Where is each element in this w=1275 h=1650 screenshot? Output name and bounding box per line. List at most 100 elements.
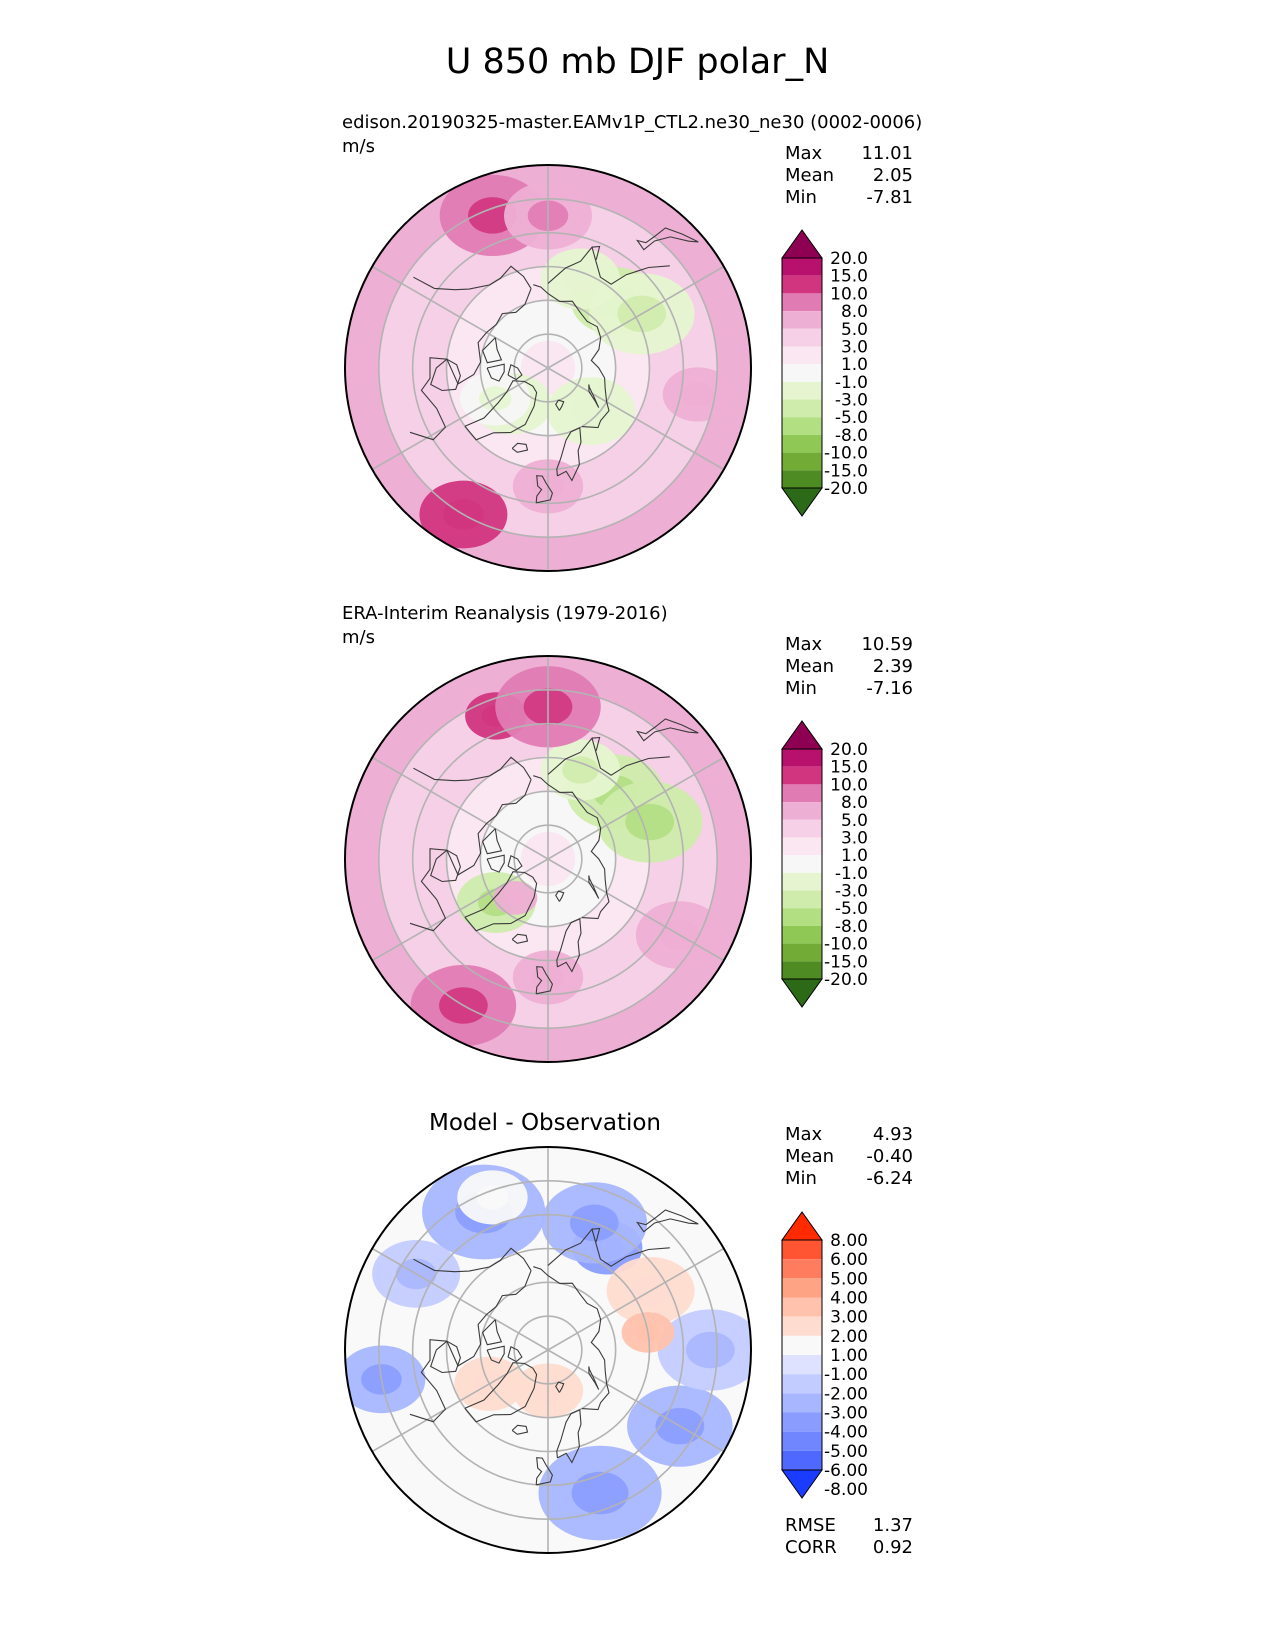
meridian-gridline <box>547 841 578 860</box>
colorbar-extend-top <box>781 1211 823 1241</box>
colorbar-tick-label: 8.0 <box>841 302 868 322</box>
colorbar-tick-label: -1.0 <box>835 373 868 393</box>
colorbar-segment <box>782 258 822 276</box>
colorbar-segment <box>782 1240 822 1260</box>
meridian-gridline <box>576 875 725 962</box>
field-blob-core <box>505 890 526 906</box>
colorbar-segment <box>782 381 822 400</box>
colorbar-tick-label: -1.00 <box>824 1365 868 1385</box>
colorbar-tick-label: 8.00 <box>830 1231 868 1251</box>
colorbar-segment <box>782 890 822 909</box>
panel-2-stats: Max 10.59 Mean 2.39 Min -7.16 <box>785 634 913 700</box>
stat-label: Max <box>785 143 823 164</box>
figure-title: U 850 mb DJF polar_N <box>445 42 830 82</box>
colorbar-segment <box>782 364 822 382</box>
coastline <box>635 1209 699 1233</box>
colorbar-tick-label: -8.0 <box>835 426 868 446</box>
colorbar-tick-label: 15.0 <box>830 267 868 287</box>
coastline <box>409 1270 532 1423</box>
meridian-gridline <box>576 756 725 843</box>
coastline <box>533 1266 610 1411</box>
meridian-gridline <box>547 367 578 386</box>
colorbar-tick-label: -20.0 <box>824 479 868 499</box>
colorbar-segment <box>782 311 822 329</box>
coastline <box>464 871 538 932</box>
colorbar-tick-label: -3.00 <box>824 1404 868 1424</box>
coastline <box>481 828 503 855</box>
colorbar-segment <box>782 1355 822 1375</box>
coastline <box>413 1247 532 1273</box>
coastline <box>535 1457 554 1486</box>
colorbar-tick-label: 10.0 <box>830 284 868 304</box>
stat-value: 4.93 <box>872 1124 913 1145</box>
colorbar-segment <box>782 819 822 838</box>
metric-value: 0.92 <box>872 1537 913 1558</box>
colorbar-tick-label: 4.00 <box>830 1289 868 1309</box>
colorbar-tick-label: -10.0 <box>824 935 868 955</box>
panel-3-metrics: RMSE 1.37 CORR 0.92 <box>785 1515 913 1559</box>
metric-label: CORR <box>785 1537 837 1558</box>
field-blob-core <box>625 803 675 841</box>
colorbar-segment <box>782 399 822 418</box>
map-boundary <box>344 1146 752 1554</box>
coastline <box>547 737 670 776</box>
stat-value: -6.24 <box>866 1168 913 1189</box>
field-blob-core <box>686 1331 735 1369</box>
colorbar-tick-label: 3.00 <box>830 1308 868 1328</box>
colorbar-segment <box>782 328 822 347</box>
colorbar-tick-label: -15.0 <box>824 461 868 481</box>
stat-value: 2.39 <box>872 656 913 677</box>
colorbar-segment <box>782 1297 822 1317</box>
coastline <box>464 1362 538 1423</box>
stat-label: Max <box>785 1124 823 1145</box>
colorbar-segment <box>782 1259 822 1279</box>
field-blob-core <box>468 197 517 234</box>
colorbar-tick-label: -8.0 <box>835 917 868 937</box>
panel-1-units: m/s <box>342 136 375 157</box>
coastline <box>507 364 523 381</box>
colorbar-segment <box>782 1450 822 1470</box>
colorbar-tick-label: 5.0 <box>841 320 868 340</box>
coastline <box>430 1340 461 1374</box>
colorbar-tick-label: -5.0 <box>835 899 868 919</box>
coastline <box>535 966 554 995</box>
stat-value: -7.81 <box>866 187 913 208</box>
coastline <box>413 265 532 291</box>
colorbar-segment <box>782 1412 822 1432</box>
meridian-gridline <box>371 756 520 843</box>
meridian-gridline <box>371 1247 520 1334</box>
coastline <box>588 1366 600 1390</box>
coastline <box>430 849 461 883</box>
colorbar-segment <box>782 749 822 767</box>
coastline <box>591 1227 601 1242</box>
colorbar-tick-label: 1.00 <box>830 1346 868 1366</box>
coastlines <box>409 1209 699 1486</box>
stat-label: Max <box>785 634 823 655</box>
colorbar-tick-label: 3.0 <box>841 828 868 848</box>
coastline <box>511 933 529 944</box>
colorbar-frame <box>781 257 823 489</box>
meridian-gridline <box>518 1349 549 1368</box>
coastline <box>591 245 601 260</box>
coastline <box>409 779 532 932</box>
colorbar-tick-label: 5.00 <box>830 1269 868 1289</box>
colorbar-tick-label: 1.0 <box>841 846 868 866</box>
coastline <box>556 917 582 973</box>
panel-2-title: ERA-Interim Reanalysis (1979-2016) <box>342 603 668 624</box>
coastline <box>533 284 610 429</box>
colorbar-segment <box>782 784 822 803</box>
colorbar-segment <box>782 802 822 820</box>
colorbar-tick-label: 10.0 <box>830 775 868 795</box>
coastline <box>555 890 565 902</box>
stat-label: Mean <box>785 1146 835 1167</box>
field-blob-core <box>562 265 599 293</box>
colorbar-segment <box>782 1393 822 1413</box>
field-blob-core <box>476 1185 509 1210</box>
colorbar-segment <box>782 961 822 979</box>
colorbar-segment <box>782 872 822 891</box>
meridian-gridline <box>518 858 549 877</box>
colorbar-tick-label: -20.0 <box>824 970 868 990</box>
coastline <box>588 384 600 408</box>
coastlines <box>409 227 699 504</box>
coastline <box>556 426 582 482</box>
